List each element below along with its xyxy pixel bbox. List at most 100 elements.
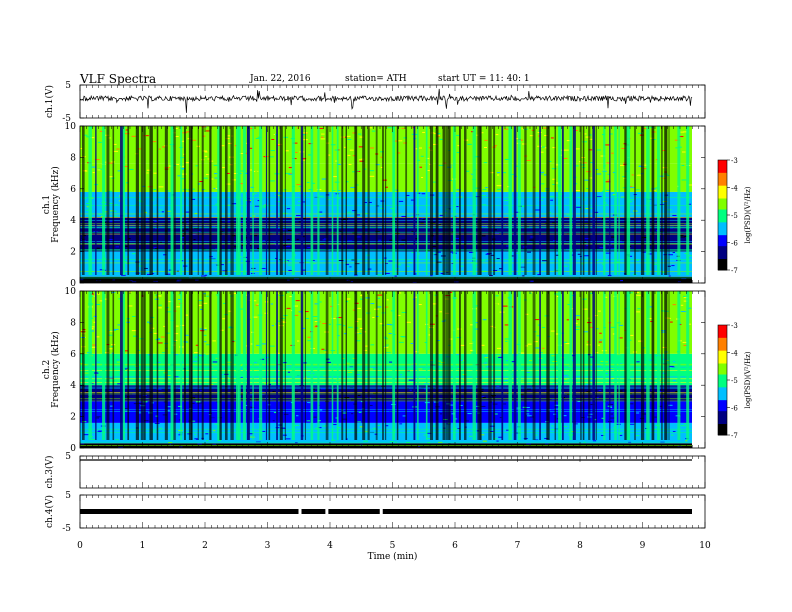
texture-speckle [369,394,374,396]
texture-speckle [128,206,131,208]
texture-speckle [406,425,410,427]
y-tick-label: -5 [62,114,71,124]
texture-speckle [681,165,685,167]
sferic-streak [164,126,168,275]
colorbar-cell [718,198,727,201]
texture-speckle [322,223,327,225]
texture-speckle [496,347,502,349]
texture-speckle [113,150,118,152]
texture-speckle [181,337,187,339]
texture-speckle [178,298,182,300]
texture-speckle [227,303,232,305]
texture-speckle [180,180,186,182]
texture-speckle [433,413,438,415]
texture-speckle [438,414,442,416]
texture-speckle [521,260,526,262]
texture-speckle [582,308,588,310]
texture-speckle [351,255,356,257]
sferic-streak [634,291,636,440]
texture-speckle [198,360,203,362]
sferic-streak [651,126,655,275]
colorbar-cell [718,262,727,265]
colorbar-cell [718,411,727,414]
texture-speckle [84,372,90,374]
texture-speckle [489,172,495,174]
texture-speckle [389,239,394,241]
texture-speckle [418,304,422,306]
texture-speckle [394,273,399,275]
texture-speckle [631,174,634,176]
texture-speckle [200,321,203,323]
texture-speckle [384,346,389,348]
texture-speckle [398,267,401,269]
texture-speckle [95,336,100,338]
texture-speckle [611,377,616,379]
texture-speckle [351,399,354,401]
texture-speckle [97,381,102,383]
texture-speckle [302,158,307,160]
colorbar-cell [718,341,727,344]
texture-speckle [321,178,327,180]
texture-speckle [86,136,90,138]
texture-speckle [629,403,634,405]
texture-speckle [437,366,440,368]
texture-speckle [116,359,120,361]
colorbar-cell [718,169,727,172]
texture-speckle [390,170,394,172]
texture-speckle [280,427,286,429]
texture-speckle [413,338,418,340]
texture-speckle [620,164,625,166]
texture-speckle [126,368,129,370]
texture-speckle [432,182,435,184]
texture-speckle [496,258,500,260]
texture-speckle [294,176,299,178]
texture-speckle [177,175,182,177]
texture-speckle [337,244,341,246]
texture-speckle [415,238,419,240]
texture-speckle [434,294,437,296]
texture-speckle [588,413,594,415]
colorbar-label: log(PSD)(V²/Hz) [744,351,752,408]
texture-speckle [121,274,126,276]
sferic-streak [508,126,512,275]
sferic-streak [246,291,250,440]
sferic-streak [209,126,212,275]
texture-speckle [97,346,100,348]
sferic-streak [445,126,449,275]
texture-speckle [92,443,95,445]
texture-speckle [628,186,633,188]
sferic-streak [493,291,496,440]
texture-speckle [409,389,412,391]
texture-speckle [348,163,352,165]
texture-speckle [661,331,667,333]
sferic-streak [120,126,124,275]
texture-speckle [363,349,368,351]
texture-speckle [438,164,444,166]
texture-speckle [526,371,530,373]
texture-speckle [675,269,679,271]
sferic-streak [595,291,597,440]
texture-speckle [328,323,331,325]
texture-speckle [254,235,258,237]
texture-speckle [304,296,310,298]
sferic-streak [618,126,620,275]
colorbar-cell [718,389,727,392]
texture-speckle [551,168,557,170]
texture-speckle [401,369,405,371]
texture-speckle [288,269,293,271]
y-tick-label: 2 [70,413,76,423]
sferic-streak [429,126,434,275]
colorbar-cell [718,347,727,350]
texture-speckle [124,133,130,135]
colorbar-cell [718,180,727,183]
colorbar-tick-label: -7 [731,432,738,440]
sferic-streak [413,126,416,275]
texture-speckle [432,181,436,183]
texture-speckle [525,226,530,228]
sferic-streak [588,291,591,440]
texture-speckle [422,218,425,220]
texture-speckle [400,244,405,246]
texture-speckle [596,397,599,399]
texture-speckle [564,378,567,380]
